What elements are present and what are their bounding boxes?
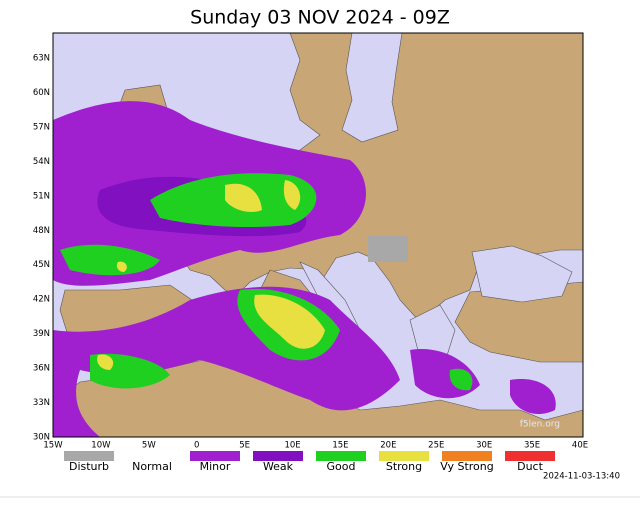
legend-swatch	[64, 451, 114, 461]
legend-label: Good	[327, 460, 356, 473]
legend-swatch	[253, 451, 303, 461]
lat-label: 42N	[33, 295, 50, 305]
lat-label: 30N	[33, 433, 50, 443]
timestamp: 2024-11-03-13:40	[543, 472, 620, 482]
legend-label: Minor	[200, 460, 231, 473]
lon-label: 5E	[239, 441, 250, 451]
lon-label: 35E	[524, 441, 540, 451]
lon-label: 15E	[332, 441, 348, 451]
legend-swatch	[505, 451, 555, 461]
legend-label: Weak	[263, 460, 294, 473]
map-title: Sunday 03 NOV 2024 - 09Z	[190, 7, 450, 29]
lat-label: 48N	[33, 226, 50, 236]
lon-label: 10W	[91, 441, 111, 451]
legend-swatch	[127, 451, 177, 461]
lon-label: 0	[194, 441, 199, 451]
watermark: f5len.org	[520, 420, 560, 430]
lat-label: 51N	[33, 191, 50, 201]
lat-label: 57N	[33, 122, 50, 132]
lat-label: 63N	[33, 54, 50, 64]
lon-label: 15W	[43, 441, 63, 451]
lat-label: 36N	[33, 364, 50, 374]
legend-swatch	[379, 451, 429, 461]
legend-label: Normal	[132, 460, 172, 473]
lat-label: 60N	[33, 88, 50, 98]
lat-label: 39N	[33, 329, 50, 339]
legend-swatch	[442, 451, 492, 461]
lon-label: 5W	[142, 441, 156, 451]
lon-label: 10E	[284, 441, 300, 451]
lon-label: 20E	[380, 441, 396, 451]
lat-label: 54N	[33, 157, 50, 167]
lon-label: 40E	[572, 441, 588, 451]
lon-label: 30E	[476, 441, 492, 451]
propagation-overlay	[53, 101, 556, 437]
map: f5len.org	[52, 32, 584, 438]
legend-swatch	[316, 451, 366, 461]
legend-label: Vy Strong	[440, 460, 494, 473]
legend-label: Strong	[386, 460, 422, 473]
legend-label: Disturb	[69, 460, 109, 473]
legend-swatch	[190, 451, 240, 461]
legend-label: Duct	[517, 460, 543, 473]
lon-label: 25E	[428, 441, 444, 451]
lat-label: 45N	[33, 260, 50, 270]
lat-label: 33N	[33, 398, 50, 408]
